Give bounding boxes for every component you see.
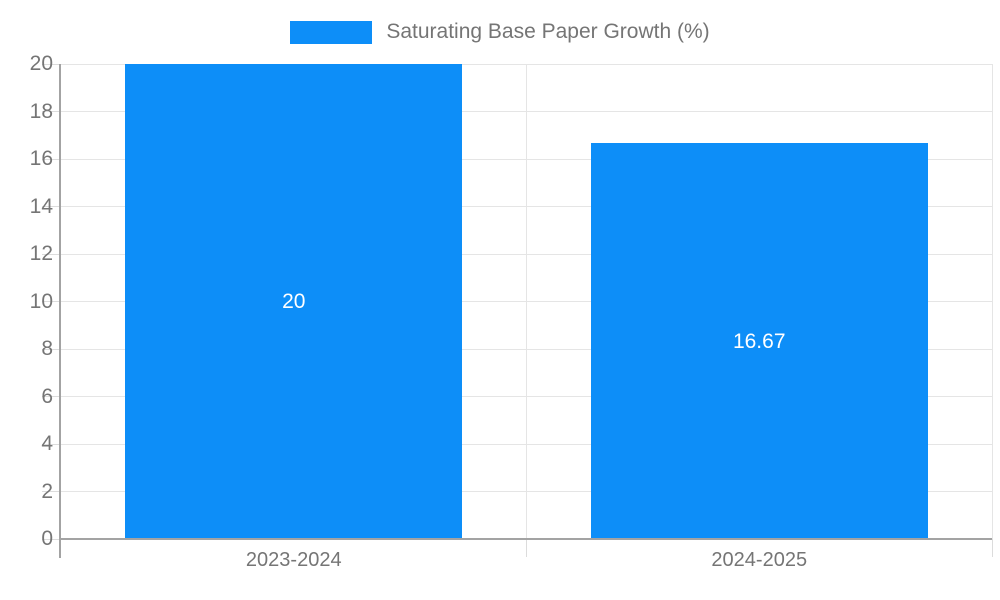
x-category-label: 2024-2025	[711, 549, 808, 571]
y-tick-label: 4	[41, 432, 53, 455]
y-tick-mark	[42, 443, 60, 445]
y-tick-label: 8	[41, 337, 53, 360]
y-tick-label: 10	[29, 289, 53, 313]
legend: Saturating Base Paper Growth (%)	[0, 10, 1000, 54]
y-tick-label: 6	[41, 384, 53, 408]
x-axis-line	[59, 538, 992, 540]
y-tick-mark	[42, 206, 60, 207]
y-tick-label: 2	[41, 479, 53, 503]
bar-value-label: 16.67	[732, 329, 786, 353]
bar-value-label: 20	[282, 290, 306, 313]
y-tick-mark	[42, 538, 60, 540]
y-tick-mark	[42, 491, 60, 492]
bar-2024-2025[interactable]: 16.67	[590, 143, 928, 539]
y-tick-mark	[42, 63, 60, 65]
x-tick-mark	[526, 539, 527, 557]
x-tick-mark	[991, 539, 993, 557]
y-tick-label: 14	[29, 194, 53, 218]
y-tick-mark	[42, 253, 60, 255]
plot-area: 0 2 4 6 8 10 12 14 16 18 20 20 2023-2024 16.67 2024-20…	[30, 52, 993, 571]
legend-swatch[interactable]	[290, 20, 373, 44]
legend-label: Saturating Base Paper Growth (%)	[386, 20, 710, 43]
y-tick-label: 20	[29, 52, 53, 75]
y-tick-mark	[42, 158, 60, 160]
x-gridline	[526, 64, 527, 539]
y-tick-label: 12	[29, 242, 53, 265]
y-tick-mark	[42, 348, 60, 350]
y-tick-label: 0	[41, 527, 53, 550]
x-gridline	[991, 64, 993, 539]
x-category-label: 2023-2024	[245, 549, 342, 571]
y-tick-mark	[42, 111, 60, 112]
y-tick-mark	[42, 396, 60, 397]
y-tick-mark	[42, 301, 60, 302]
y-axis-line	[59, 64, 61, 558]
bar-2023-2024[interactable]: 20	[125, 64, 463, 539]
y-tick-label: 16	[29, 147, 53, 170]
y-tick-label: 18	[29, 99, 53, 123]
